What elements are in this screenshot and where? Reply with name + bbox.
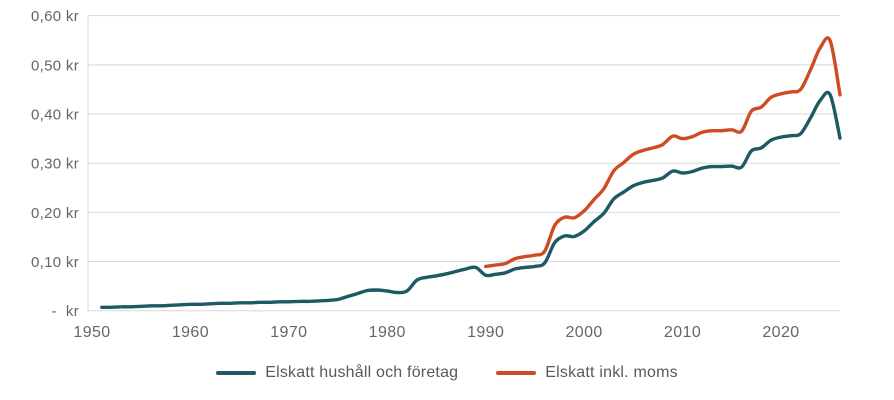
x-axis-tick-label: 1980 — [369, 324, 406, 341]
series-line-elskatt-moms — [484, 36, 842, 269]
x-axis-labels: 1950 1960 1970 1980 1990 2000 2010 2020 — [73, 324, 799, 341]
y-axis-labels: 0,60 kr 0,50 kr 0,40 kr 0,30 kr 0,20 kr 0,10 … — [31, 8, 79, 320]
series-lines — [100, 36, 842, 310]
y-axis-tick-label: 0,20 kr — [31, 205, 79, 222]
legend-swatch-elskatt — [216, 371, 257, 375]
x-axis-tick-label: 2000 — [566, 324, 603, 341]
series-line-elskatt — [100, 90, 842, 310]
y-axis-tick-label: 0,40 kr — [31, 107, 79, 124]
legend-swatch-elskatt-moms — [496, 371, 537, 375]
y-axis-tick-label: 0,30 kr — [31, 156, 79, 173]
x-axis-tick-label: 2020 — [762, 324, 799, 341]
gridlines — [87, 15, 840, 312]
x-axis-tick-label: 2010 — [664, 324, 701, 341]
legend-item-elskatt-moms[interactable]: Elskatt inkl. moms — [496, 364, 678, 382]
y-axis-tick-label: 0,60 kr — [31, 8, 79, 25]
x-axis-tick-label: 1950 — [73, 324, 110, 341]
y-axis-tick-label: 0,10 kr — [31, 254, 79, 271]
x-axis-tick-label: 1960 — [172, 324, 209, 341]
y-axis-tick-label: 0,50 kr — [31, 57, 79, 74]
legend-label-elskatt-moms: Elskatt inkl. moms — [545, 364, 678, 381]
x-axis-tick-label: 1970 — [270, 324, 307, 341]
legend-label-elskatt: Elskatt hushåll och företag — [265, 364, 459, 381]
chart-legend: Elskatt hushåll och företag Elskatt inkl… — [0, 360, 894, 386]
y-axis-tick-label: - kr — [52, 303, 79, 320]
x-axis-tick-label: 1990 — [467, 324, 504, 341]
legend-item-elskatt[interactable]: Elskatt hushåll och företag — [216, 364, 458, 382]
